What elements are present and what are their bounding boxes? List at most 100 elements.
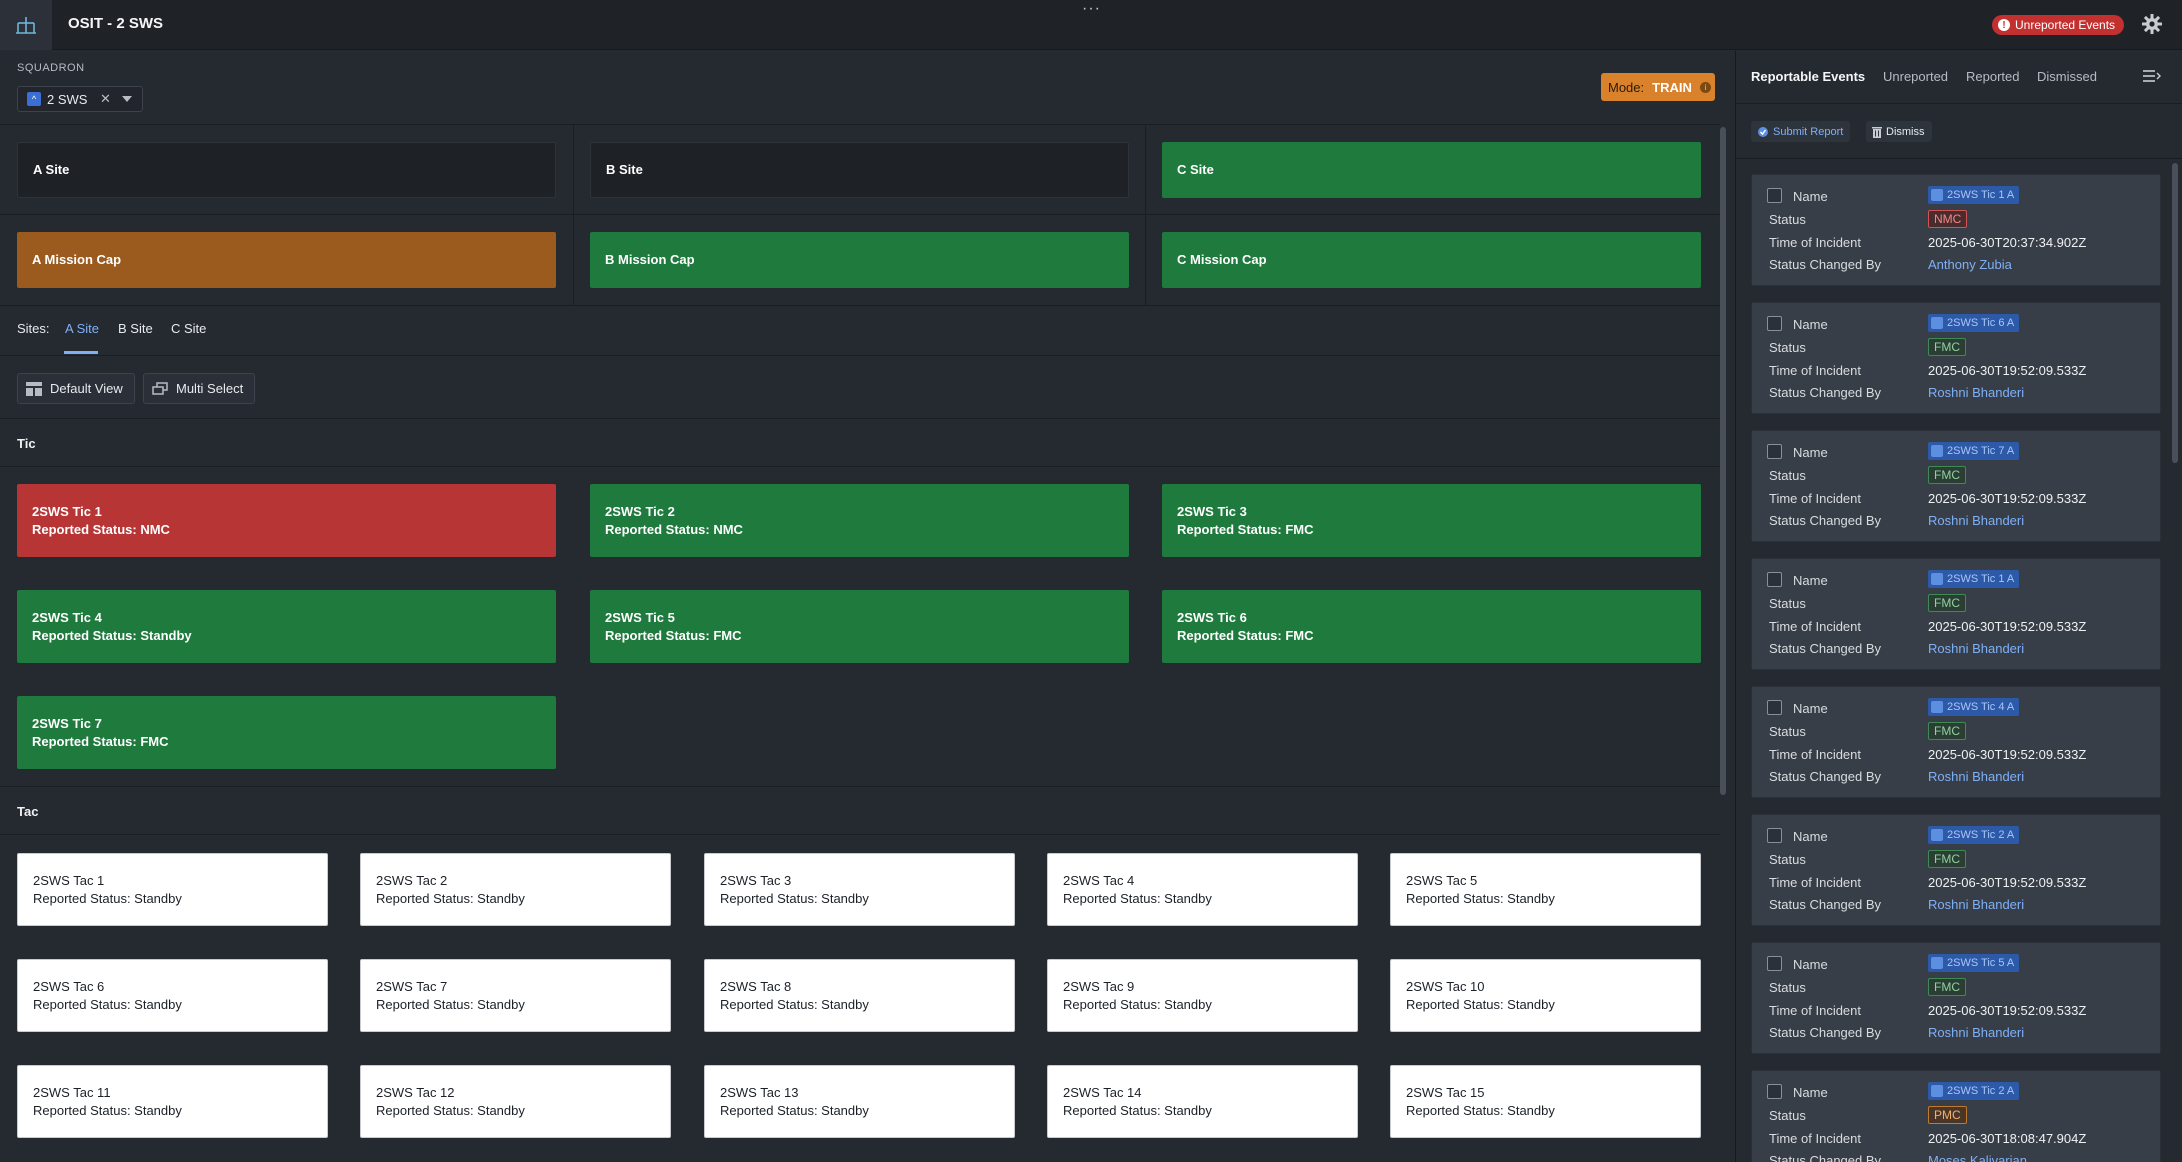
tac-card[interactable]: 2SWS Tac 12 Reported Status: Standby bbox=[360, 1065, 671, 1138]
clear-icon[interactable]: ✕ bbox=[100, 91, 111, 106]
event-checkbox[interactable] bbox=[1767, 572, 1782, 587]
tac-card[interactable]: 2SWS Tac 14 Reported Status: Standby bbox=[1047, 1065, 1358, 1138]
main-scrollbar[interactable] bbox=[1720, 127, 1726, 795]
tac-card[interactable]: 2SWS Tac 15 Reported Status: Standby bbox=[1390, 1065, 1701, 1138]
tac-card[interactable]: 2SWS Tac 5 Reported Status: Standby bbox=[1390, 853, 1701, 926]
tic-card[interactable]: 2SWS Tic 6 Reported Status: FMC bbox=[1162, 590, 1701, 663]
asset-chip[interactable]: 2SWS Tic 7 A bbox=[1928, 442, 2020, 460]
mission-cap-tile-c[interactable]: C Mission Cap bbox=[1162, 232, 1701, 288]
tac-card[interactable]: 2SWS Tac 4 Reported Status: Standby bbox=[1047, 853, 1358, 926]
asset-chip[interactable]: 2SWS Tic 4 A bbox=[1928, 698, 2020, 716]
asset-chip[interactable]: 2SWS Tic 2 A bbox=[1928, 826, 2020, 844]
event-card[interactable]: Name 2SWS Tic 7 A Status FMC Time of Inc… bbox=[1751, 430, 2161, 542]
event-checkbox[interactable] bbox=[1767, 828, 1782, 843]
tac-name: 2SWS Tac 1 bbox=[33, 872, 105, 888]
tac-name: 2SWS Tac 14 bbox=[1063, 1084, 1142, 1100]
tac-name: 2SWS Tac 7 bbox=[376, 978, 448, 994]
tic-card[interactable]: 2SWS Tic 7 Reported Status: FMC bbox=[17, 696, 556, 769]
tic-status: Reported Status: Standby bbox=[32, 627, 192, 643]
default-view-button[interactable]: Default View bbox=[17, 373, 135, 404]
changed-by-link[interactable]: Moses Kalivarian bbox=[1928, 1153, 2027, 1162]
event-card[interactable]: Name 2SWS Tic 1 A Status FMC Time of Inc… bbox=[1751, 558, 2161, 670]
tab-dismissed[interactable]: Dismissed bbox=[2037, 69, 2097, 84]
changed-by-link[interactable]: Roshni Bhanderi bbox=[1928, 1025, 2025, 1040]
site-tile-a[interactable]: A Site bbox=[17, 142, 556, 198]
chevron-down-icon[interactable] bbox=[122, 96, 132, 102]
mission-cap-tile-b[interactable]: B Mission Cap bbox=[590, 232, 1129, 288]
squadron-selected-value: 2 SWS bbox=[47, 91, 88, 107]
event-card[interactable]: Name 2SWS Tic 2 A Status PMC Time of Inc… bbox=[1751, 1070, 2161, 1162]
tac-status: Reported Status: Standby bbox=[376, 890, 525, 906]
mission-cap-tile-a[interactable]: A Mission Cap bbox=[17, 232, 556, 288]
tac-card[interactable]: 2SWS Tac 8 Reported Status: Standby bbox=[704, 959, 1015, 1032]
tab-reportable-events[interactable]: Reportable Events bbox=[1751, 69, 1866, 84]
tab-reported[interactable]: Reported bbox=[1966, 69, 2020, 84]
event-checkbox[interactable] bbox=[1767, 700, 1782, 715]
info-icon[interactable]: i bbox=[1699, 81, 1711, 93]
tab-unreported[interactable]: Unreported bbox=[1883, 69, 1949, 84]
event-checkbox[interactable] bbox=[1767, 1084, 1782, 1099]
tic-card[interactable]: 2SWS Tic 4 Reported Status: Standby bbox=[17, 590, 556, 663]
event-card[interactable]: Name 2SWS Tic 4 A Status FMC Time of Inc… bbox=[1751, 686, 2161, 798]
tac-card[interactable]: 2SWS Tac 9 Reported Status: Standby bbox=[1047, 959, 1358, 1032]
unreported-events-badge[interactable]: ! Unreported Events bbox=[1992, 15, 2125, 35]
submit-report-button[interactable]: Submit Report bbox=[1751, 121, 1851, 142]
event-card[interactable]: Name 2SWS Tic 6 A Status FMC Time of Inc… bbox=[1751, 302, 2161, 414]
changed-by-link[interactable]: Roshni Bhanderi bbox=[1928, 641, 2025, 656]
site-tab-a[interactable]: A Site bbox=[65, 321, 99, 336]
event-checkbox[interactable] bbox=[1767, 444, 1782, 459]
name-label: Name bbox=[1793, 1085, 1828, 1100]
event-checkbox[interactable] bbox=[1767, 956, 1782, 971]
changed-by-link[interactable]: Roshni Bhanderi bbox=[1928, 897, 2025, 912]
collapse-panel-icon[interactable] bbox=[2143, 69, 2163, 85]
divider bbox=[0, 834, 1720, 835]
tic-card[interactable]: 2SWS Tic 2 Reported Status: NMC bbox=[590, 484, 1129, 557]
asset-icon bbox=[1931, 1085, 1943, 1097]
changed-by-link[interactable]: Anthony Zubia bbox=[1928, 257, 2012, 272]
asset-chip[interactable]: 2SWS Tic 1 A bbox=[1928, 186, 2020, 204]
active-tab-indicator bbox=[64, 351, 98, 354]
tac-card[interactable]: 2SWS Tac 6 Reported Status: Standby bbox=[17, 959, 328, 1032]
event-checkbox[interactable] bbox=[1767, 188, 1782, 203]
asset-chip-label: 2SWS Tic 1 A bbox=[1947, 573, 2015, 585]
site-tile-c[interactable]: C Site bbox=[1162, 142, 1701, 198]
tic-card[interactable]: 2SWS Tic 1 Reported Status: NMC bbox=[17, 484, 556, 557]
asset-chip[interactable]: 2SWS Tic 2 A bbox=[1928, 1082, 2020, 1100]
tac-name: 2SWS Tac 9 bbox=[1063, 978, 1135, 994]
asset-chip[interactable]: 2SWS Tic 1 A bbox=[1928, 570, 2020, 588]
panel-scrollbar[interactable] bbox=[2172, 163, 2178, 463]
status-label: Status bbox=[1769, 852, 1806, 867]
asset-chip[interactable]: 2SWS Tic 5 A bbox=[1928, 954, 2020, 972]
site-tab-c[interactable]: C Site bbox=[171, 321, 207, 336]
tic-card[interactable]: 2SWS Tic 5 Reported Status: FMC bbox=[590, 590, 1129, 663]
site-tab-b[interactable]: B Site bbox=[118, 321, 153, 336]
tac-card[interactable]: 2SWS Tac 13 Reported Status: Standby bbox=[704, 1065, 1015, 1138]
asset-icon bbox=[1931, 317, 1943, 329]
tic-status: Reported Status: FMC bbox=[1177, 627, 1314, 643]
name-label: Name bbox=[1793, 317, 1828, 332]
tic-card[interactable]: 2SWS Tic 3 Reported Status: FMC bbox=[1162, 484, 1701, 557]
changed-by-link[interactable]: Roshni Bhanderi bbox=[1928, 385, 2025, 400]
mode-indicator[interactable]: Mode: TRAIN i bbox=[1601, 73, 1715, 101]
site-tile-b[interactable]: B Site bbox=[590, 142, 1129, 198]
tac-card[interactable]: 2SWS Tac 3 Reported Status: Standby bbox=[704, 853, 1015, 926]
tac-card[interactable]: 2SWS Tac 1 Reported Status: Standby bbox=[17, 853, 328, 926]
tac-card[interactable]: 2SWS Tac 10 Reported Status: Standby bbox=[1390, 959, 1701, 1032]
more-options-icon[interactable]: ··· bbox=[1082, 0, 1101, 17]
tac-card[interactable]: 2SWS Tac 11 Reported Status: Standby bbox=[17, 1065, 328, 1138]
gear-icon[interactable] bbox=[2140, 12, 2164, 36]
changed-by-link[interactable]: Roshni Bhanderi bbox=[1928, 513, 2025, 528]
multi-select-button[interactable]: Multi Select bbox=[143, 373, 256, 404]
event-checkbox[interactable] bbox=[1767, 316, 1782, 331]
event-card[interactable]: Name 2SWS Tic 5 A Status FMC Time of Inc… bbox=[1751, 942, 2161, 1054]
tac-card[interactable]: 2SWS Tac 7 Reported Status: Standby bbox=[360, 959, 671, 1032]
tac-card[interactable]: 2SWS Tac 2 Reported Status: Standby bbox=[360, 853, 671, 926]
asset-chip[interactable]: 2SWS Tic 6 A bbox=[1928, 314, 2020, 332]
dismiss-button[interactable]: Dismiss bbox=[1866, 121, 1932, 142]
tac-name: 2SWS Tac 3 bbox=[720, 872, 792, 888]
squadron-select[interactable]: ^ 2 SWS ✕ bbox=[17, 86, 143, 112]
changed-by-link[interactable]: Roshni Bhanderi bbox=[1928, 769, 2025, 784]
event-card[interactable]: Name 2SWS Tic 2 A Status FMC Time of Inc… bbox=[1751, 814, 2161, 926]
event-card[interactable]: Name 2SWS Tic 1 A Status NMC Time of Inc… bbox=[1751, 174, 2161, 286]
app-hierarchy-icon[interactable] bbox=[0, 0, 52, 50]
